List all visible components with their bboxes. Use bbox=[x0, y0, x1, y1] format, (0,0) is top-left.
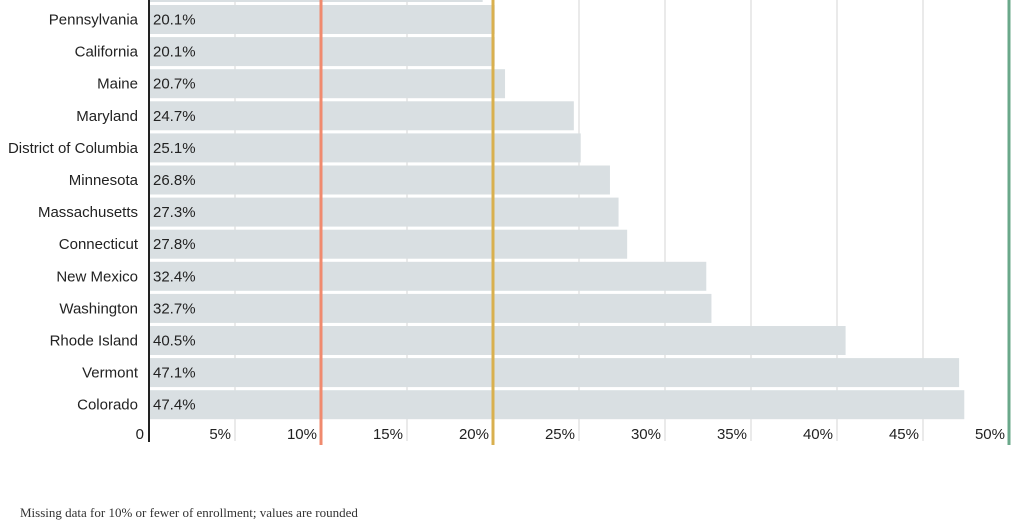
bar bbox=[149, 229, 628, 259]
x-tick-label: 0 bbox=[136, 426, 144, 443]
category-label: Massachusetts bbox=[38, 204, 138, 221]
bar bbox=[149, 358, 960, 388]
value-label: 40.5% bbox=[153, 333, 196, 350]
value-label: 27.8% bbox=[153, 236, 196, 253]
x-tick-label: 45% bbox=[889, 426, 919, 443]
category-label: Maine bbox=[97, 76, 138, 93]
x-tick-label: 40% bbox=[803, 426, 833, 443]
value-label: 47.4% bbox=[153, 397, 196, 414]
value-label: 20.7% bbox=[153, 76, 196, 93]
x-tick-label: 10% bbox=[287, 426, 317, 443]
x-tick-label: 35% bbox=[717, 426, 747, 443]
value-label: 20.1% bbox=[153, 12, 196, 29]
value-label: 32.4% bbox=[153, 268, 196, 285]
value-label: 27.3% bbox=[153, 204, 196, 221]
bar bbox=[149, 133, 581, 163]
category-label: Minnesota bbox=[69, 172, 139, 189]
category-label: New Mexico bbox=[56, 268, 138, 285]
category-label: California bbox=[75, 44, 139, 61]
category-label: Maryland bbox=[76, 108, 138, 125]
axes: 0 5% 10% 15% 20% 25% 30% 35% 40% 45% 50% bbox=[136, 0, 1005, 443]
x-tick-label: 20% bbox=[459, 426, 489, 443]
bar bbox=[149, 390, 965, 420]
x-tick-label: 30% bbox=[631, 426, 661, 443]
value-label: 20.1% bbox=[153, 44, 196, 61]
value-label: 26.8% bbox=[153, 172, 196, 189]
bar bbox=[149, 197, 619, 227]
bar bbox=[149, 165, 610, 195]
bar-partial bbox=[149, 0, 483, 2]
reference-lines bbox=[319, 0, 1011, 445]
category-label: Washington bbox=[59, 300, 138, 317]
bar bbox=[149, 69, 506, 99]
labels: Pennsylvania 20.1% California 20.1% Maine 20.… bbox=[8, 12, 196, 414]
x-tick-label: 5% bbox=[209, 426, 231, 443]
category-label: Colorado bbox=[77, 397, 138, 414]
category-label: Connecticut bbox=[59, 236, 139, 253]
category-label: Pennsylvania bbox=[49, 12, 139, 29]
category-label: Rhode Island bbox=[50, 333, 138, 350]
x-tick-label: 50% bbox=[975, 426, 1005, 443]
value-label: 32.7% bbox=[153, 300, 196, 317]
value-label: 47.1% bbox=[153, 365, 196, 382]
x-tick-label: 25% bbox=[545, 426, 575, 443]
value-label: 25.1% bbox=[153, 140, 196, 157]
bars bbox=[149, 0, 965, 420]
value-label: 24.7% bbox=[153, 108, 196, 125]
bar bbox=[149, 293, 712, 323]
bar bbox=[149, 261, 707, 291]
bar bbox=[149, 101, 574, 131]
footnote: Missing data for 10% or fewer of enrollm… bbox=[20, 505, 358, 520]
category-label: District of Columbia bbox=[8, 140, 139, 157]
x-tick-label: 15% bbox=[373, 426, 403, 443]
category-label: Vermont bbox=[82, 365, 139, 382]
bar bbox=[149, 326, 846, 355]
